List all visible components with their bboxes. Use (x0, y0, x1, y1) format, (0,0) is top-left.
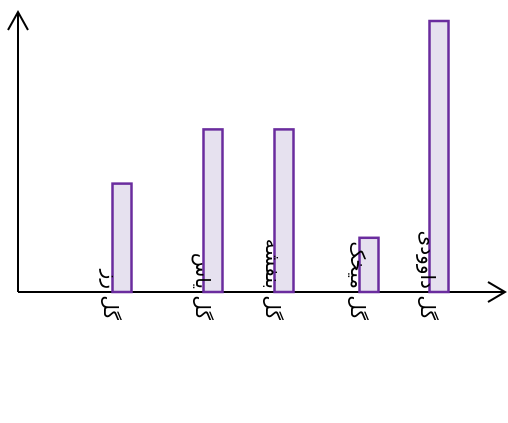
category-labels: گل رز گل یاس گل بنفشه گل میخک گل داوودی (99, 231, 440, 321)
bar-group (111, 19, 450, 294)
bar-5 (428, 19, 450, 294)
y-axis-arrow (7, 9, 29, 31)
category-label-5: گل داوودی (416, 231, 440, 321)
category-label-2: گل یاس (191, 253, 215, 321)
category-label-4: گل میخک (346, 241, 370, 320)
bar-4 (358, 236, 380, 294)
chart-axes (7, 9, 507, 303)
bar-3 (273, 128, 295, 294)
category-label-1: گل رز (99, 269, 123, 321)
category-label-3: گل بنفشه (261, 239, 285, 321)
bar-1 (111, 182, 133, 294)
bar-2 (202, 128, 224, 294)
x-axis-arrow (487, 281, 507, 303)
